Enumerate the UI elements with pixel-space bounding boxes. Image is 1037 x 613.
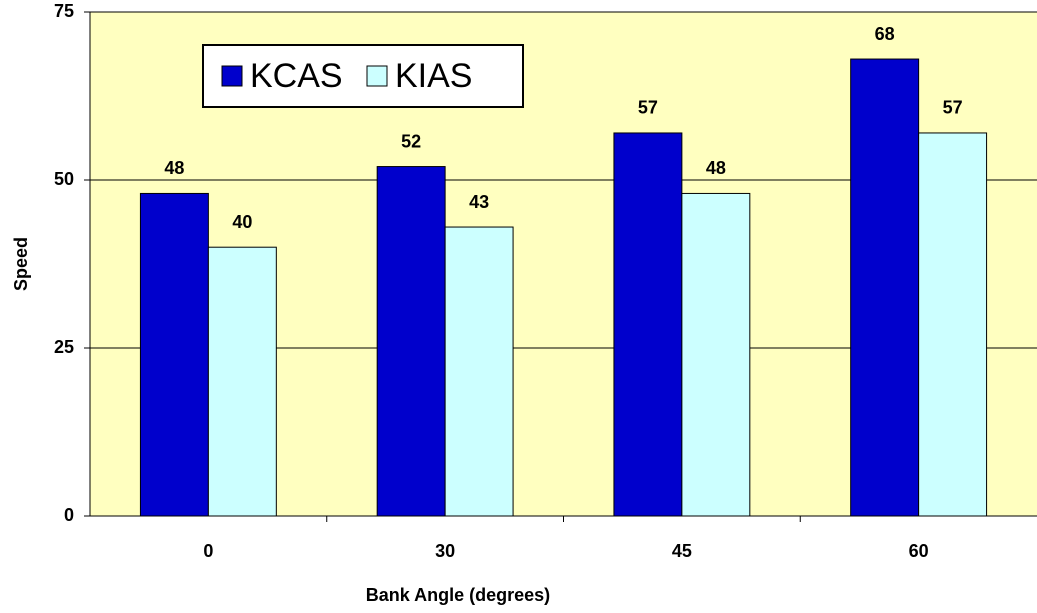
data-label: 43 bbox=[469, 192, 489, 212]
legend-swatch bbox=[221, 65, 243, 87]
bar bbox=[918, 132, 988, 517]
data-label: 40 bbox=[232, 212, 252, 232]
bar bbox=[376, 166, 446, 517]
bar bbox=[139, 192, 209, 517]
data-label: 48 bbox=[706, 158, 726, 178]
x-tick-label: 30 bbox=[435, 541, 455, 561]
bar bbox=[444, 226, 514, 517]
data-label: 68 bbox=[875, 24, 895, 44]
bar bbox=[613, 132, 683, 517]
x-axis-label: Bank Angle (degrees) bbox=[366, 585, 550, 605]
y-tick-label: 75 bbox=[54, 1, 74, 21]
legend-box bbox=[202, 44, 524, 108]
legend-swatch bbox=[366, 65, 388, 87]
data-label: 57 bbox=[943, 98, 963, 118]
data-label: 57 bbox=[638, 98, 658, 118]
bar bbox=[850, 58, 920, 517]
y-tick-label: 50 bbox=[54, 169, 74, 189]
x-tick-label: 60 bbox=[909, 541, 929, 561]
y-tick-label: 25 bbox=[54, 337, 74, 357]
legend-label: KCAS bbox=[250, 57, 343, 95]
x-tick-label: 45 bbox=[672, 541, 692, 561]
data-label: 48 bbox=[164, 158, 184, 178]
bar bbox=[681, 192, 751, 517]
x-tick-label: 0 bbox=[203, 541, 213, 561]
data-label: 52 bbox=[401, 131, 421, 151]
y-tick-label: 0 bbox=[64, 505, 74, 525]
bar bbox=[207, 246, 277, 517]
legend-label: KIAS bbox=[395, 57, 472, 95]
y-axis-label: Speed bbox=[11, 237, 31, 291]
